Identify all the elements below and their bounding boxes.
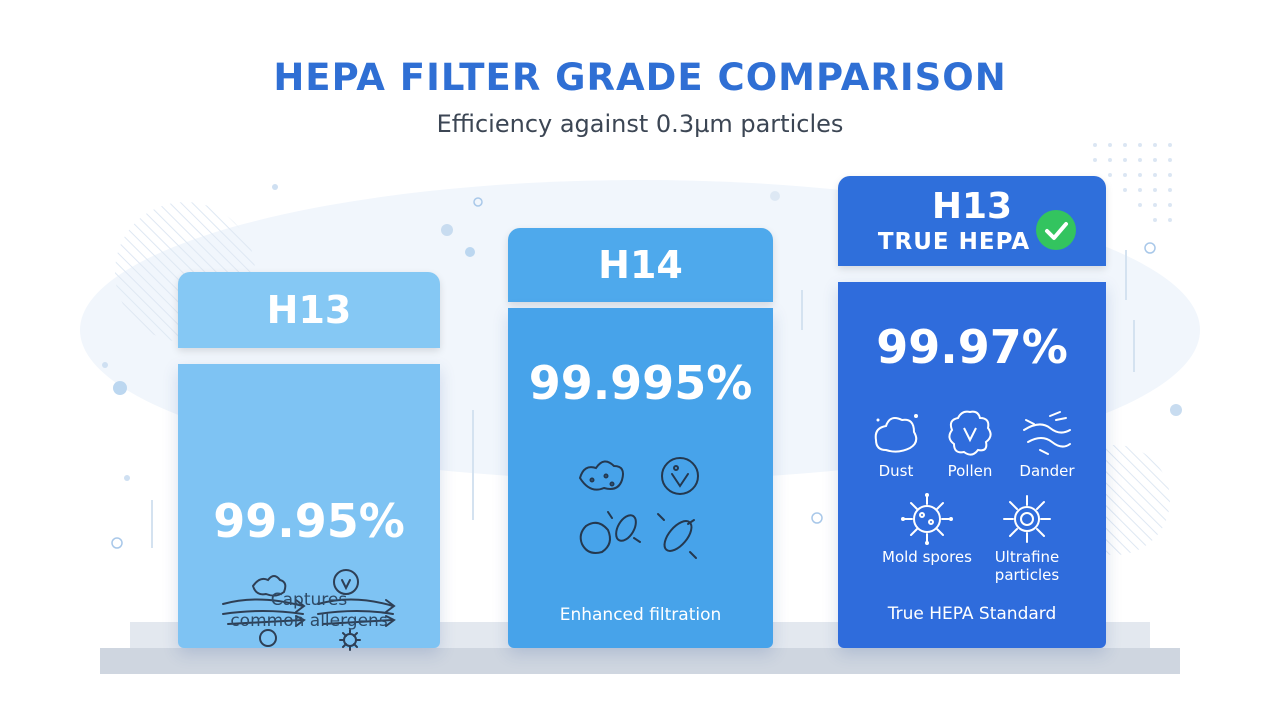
dander-icon [1023, 411, 1071, 455]
ultrafine-particle-icon [1003, 495, 1051, 543]
caption-line: common allergens [230, 611, 388, 631]
particle-label-mold-spores: Mold spores [882, 548, 972, 566]
card-caption: Captures common allergens [178, 590, 440, 632]
filter-card-h14: H14 99.995% Enhanced filtration [508, 228, 773, 648]
efficiency-value: 99.995% [528, 356, 753, 410]
card-header: H13 [178, 272, 440, 348]
card-body: 99.95% Captures common allergens [178, 364, 440, 651]
particle-label-dust: Dust [878, 462, 914, 480]
page-subtitle: Efficiency against 0.3µm particles [436, 110, 844, 138]
particle-label-ultrafine: Ultrafine particles [981, 548, 1073, 584]
efficiency-value: 99.95% [213, 494, 405, 548]
card-body: 99.995% Enhanced filtration [508, 308, 773, 648]
particles-icon [578, 457, 699, 559]
airflow-filter-icon [222, 569, 396, 651]
card-caption: Enhanced filtration [559, 605, 722, 625]
filter-card-h13: H13 99.95% Captures common allergens [178, 272, 440, 651]
particle-label-dander: Dander [1019, 462, 1075, 480]
dust-icon [874, 414, 918, 453]
card-body: 99.97% Dust Pollen Dander Mold s [838, 282, 1106, 648]
caption-line: Captures [270, 590, 348, 610]
filter-grade: H13 [931, 186, 1013, 227]
card-header: H14 [508, 228, 773, 302]
card-caption: True HEPA Standard [887, 604, 1057, 624]
particle-label-line: particles [994, 566, 1060, 584]
efficiency-value: 99.97% [876, 320, 1068, 374]
filter-grade: H13 [266, 288, 352, 332]
particle-label-line: Ultrafine [994, 548, 1060, 566]
card-header: H13 TRUE HEPA [838, 176, 1106, 266]
shelf-front [100, 648, 1180, 674]
filter-card-h13-true-hepa: H13 TRUE HEPA 99.97% Dust Pollen Dander [838, 176, 1106, 648]
filter-grade: H14 [598, 243, 683, 287]
pollen-icon [948, 410, 992, 456]
mold-spore-icon [901, 493, 953, 545]
page-title: HEPA FILTER GRADE COMPARISON [273, 56, 1007, 99]
check-icon [1036, 210, 1076, 250]
true-hepa-badge: TRUE HEPA [877, 229, 1031, 255]
particle-label-pollen: Pollen [947, 462, 993, 480]
